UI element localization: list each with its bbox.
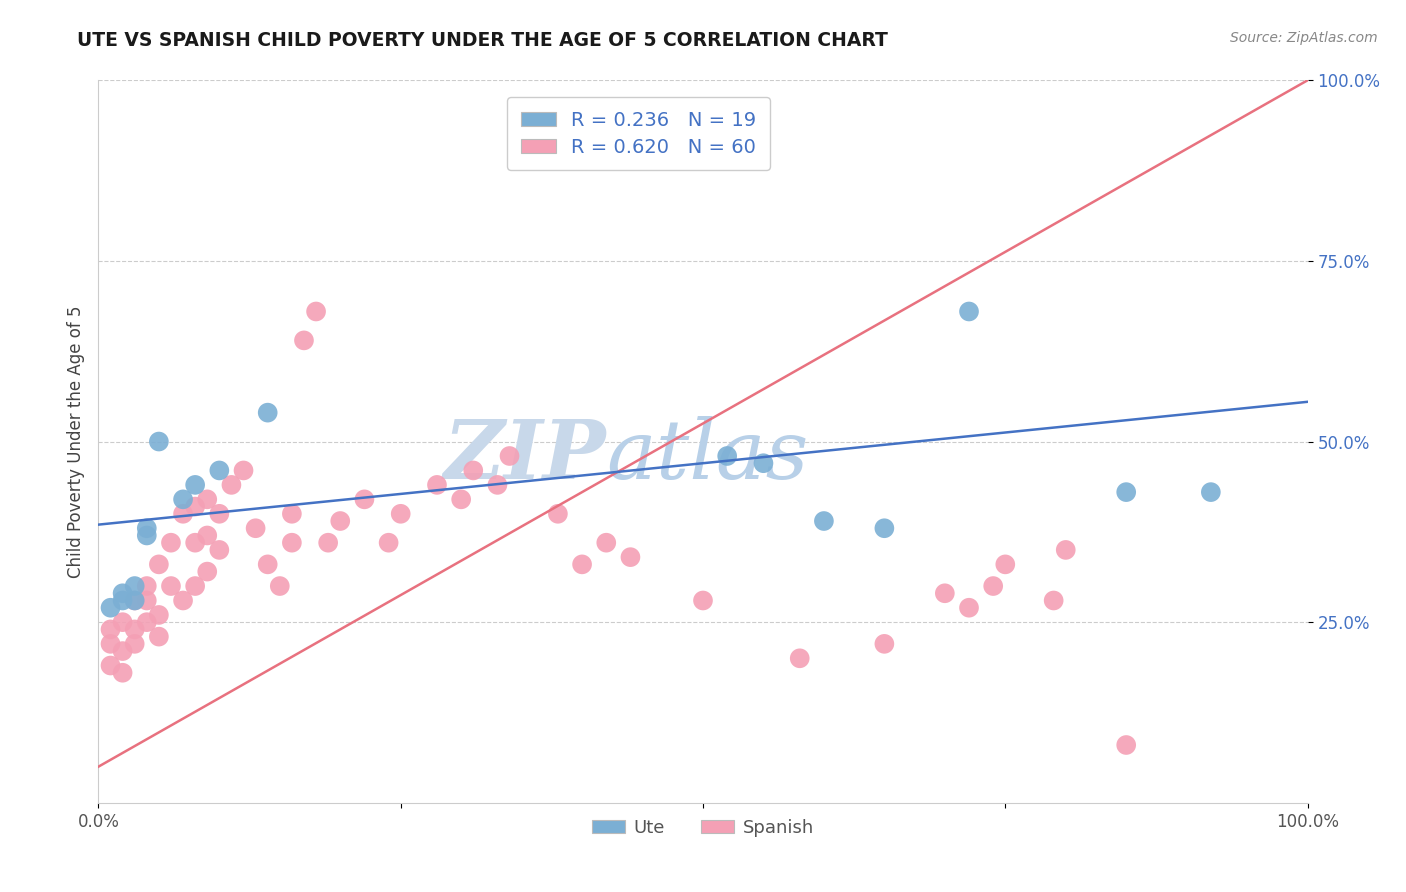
- Point: [160, 535, 183, 549]
- Point: [269, 579, 291, 593]
- Point: [135, 521, 157, 535]
- Point: [547, 507, 569, 521]
- Point: [184, 535, 207, 549]
- Point: [195, 565, 218, 579]
- Point: [100, 623, 122, 637]
- Point: [135, 528, 157, 542]
- Point: [208, 542, 231, 557]
- Point: [571, 558, 593, 572]
- Point: [124, 593, 146, 607]
- Point: [221, 478, 243, 492]
- Point: [813, 514, 835, 528]
- Point: [135, 579, 157, 593]
- Point: [450, 492, 472, 507]
- Point: [148, 630, 170, 644]
- Point: [426, 478, 449, 492]
- Point: [160, 579, 183, 593]
- Point: [245, 521, 267, 535]
- Point: [292, 334, 315, 348]
- Point: [124, 637, 146, 651]
- Point: [111, 586, 134, 600]
- Point: [329, 514, 352, 528]
- Point: [305, 304, 328, 318]
- Point: [873, 521, 896, 535]
- Point: [1042, 593, 1064, 607]
- Point: [752, 456, 775, 470]
- Point: [172, 507, 194, 521]
- Point: [281, 535, 304, 549]
- Point: [692, 593, 714, 607]
- Point: [195, 528, 218, 542]
- Point: [124, 593, 146, 607]
- Text: ZIP: ZIP: [444, 416, 606, 496]
- Point: [232, 463, 254, 477]
- Point: [789, 651, 811, 665]
- Point: [389, 507, 412, 521]
- Point: [195, 492, 218, 507]
- Point: [1115, 738, 1137, 752]
- Point: [148, 607, 170, 622]
- Point: [184, 478, 207, 492]
- Point: [208, 463, 231, 477]
- Point: [498, 449, 520, 463]
- Point: [486, 478, 509, 492]
- Point: [111, 644, 134, 658]
- Point: [135, 593, 157, 607]
- Point: [172, 492, 194, 507]
- Point: [111, 665, 134, 680]
- Point: [716, 449, 738, 463]
- Point: [595, 535, 617, 549]
- Point: [873, 637, 896, 651]
- Point: [184, 500, 207, 514]
- Text: atlas: atlas: [606, 416, 808, 496]
- Point: [124, 579, 146, 593]
- Point: [994, 558, 1017, 572]
- Point: [100, 658, 122, 673]
- Point: [353, 492, 375, 507]
- Point: [172, 593, 194, 607]
- Point: [208, 507, 231, 521]
- Point: [135, 615, 157, 630]
- Point: [934, 586, 956, 600]
- Text: UTE VS SPANISH CHILD POVERTY UNDER THE AGE OF 5 CORRELATION CHART: UTE VS SPANISH CHILD POVERTY UNDER THE A…: [77, 31, 889, 50]
- Y-axis label: Child Poverty Under the Age of 5: Child Poverty Under the Age of 5: [66, 305, 84, 578]
- Legend: Ute, Spanish: Ute, Spanish: [585, 812, 821, 845]
- Point: [111, 593, 134, 607]
- Point: [100, 637, 122, 651]
- Point: [377, 535, 399, 549]
- Point: [981, 579, 1004, 593]
- Point: [1054, 542, 1077, 557]
- Point: [184, 579, 207, 593]
- Point: [1199, 485, 1222, 500]
- Point: [1115, 485, 1137, 500]
- Point: [256, 406, 278, 420]
- Point: [100, 600, 122, 615]
- Point: [148, 558, 170, 572]
- Point: [463, 463, 485, 477]
- Point: [316, 535, 339, 549]
- Point: [619, 550, 641, 565]
- Point: [957, 304, 980, 318]
- Point: [148, 434, 170, 449]
- Point: [957, 600, 980, 615]
- Point: [124, 623, 146, 637]
- Point: [256, 558, 278, 572]
- Point: [111, 615, 134, 630]
- Text: Source: ZipAtlas.com: Source: ZipAtlas.com: [1230, 31, 1378, 45]
- Point: [281, 507, 304, 521]
